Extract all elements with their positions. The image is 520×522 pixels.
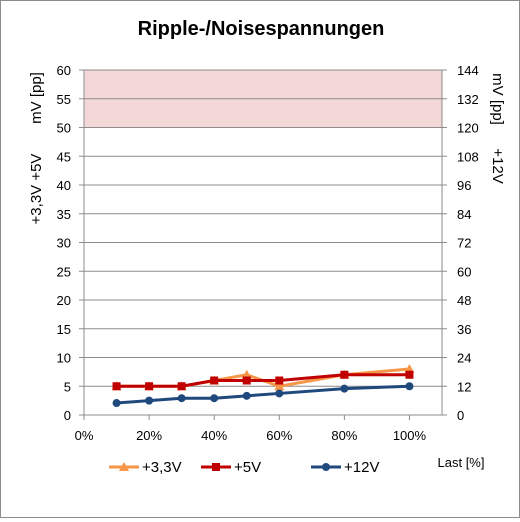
data-point-12v	[340, 384, 349, 393]
y-tick-label-right: 72	[457, 236, 471, 251]
x-tick-label: 0%	[75, 428, 94, 443]
data-point-5v	[242, 376, 251, 385]
y-tick-label-right: 96	[457, 178, 471, 193]
y-tick-label-right: 84	[457, 207, 471, 222]
y-tick-label-right: 132	[457, 92, 479, 107]
y-tick-label-right: 12	[457, 379, 471, 394]
data-point-5v	[210, 376, 219, 385]
y-tick-label-left: 20	[57, 293, 71, 308]
chart-title: Ripple-/Noisespannungen	[138, 18, 385, 40]
x-tick-label: 40%	[201, 428, 227, 443]
y-tick-label-left: 45	[57, 149, 71, 164]
gridlines	[84, 69, 442, 416]
legend-marker	[322, 463, 330, 471]
y-tick-label-right: 60	[457, 264, 471, 279]
data-point-12v	[242, 391, 251, 400]
y-tick-label-left: 30	[57, 236, 71, 251]
data-point-5v	[177, 382, 186, 391]
y-tick-label-left: 60	[57, 63, 71, 78]
legend-item-3-3v: +3,3V	[109, 459, 182, 476]
y-axis-right-label-line2: mV [pp]	[489, 73, 506, 125]
data-point-12v	[210, 394, 219, 403]
x-tick-label: 80%	[331, 428, 357, 443]
legend-item-5v: +5V	[201, 459, 261, 476]
series-5v	[112, 370, 414, 391]
legend-label: +5V	[234, 459, 261, 476]
x-tick-label: 20%	[136, 428, 162, 443]
series-line-5v	[116, 373, 410, 388]
data-point-5v	[112, 382, 121, 391]
data-point-12v	[275, 389, 284, 398]
data-point-12v	[405, 382, 414, 391]
y-tick-label-right: 48	[457, 293, 471, 308]
y-tick-label-left: 55	[57, 92, 71, 107]
data-point-5v	[145, 382, 154, 391]
legend-item-12v: +12V	[311, 459, 379, 476]
data-point-12v	[145, 396, 154, 405]
y-axis-left-label-line2: mV [pp]	[28, 72, 45, 124]
y-tick-label-left: 0	[64, 408, 71, 423]
tick-labels: 0 5 10 15 20 25 30 35 40 45 50 55 60 0 12 24 36 48 60 72 84 9…	[57, 63, 479, 443]
axes	[79, 69, 447, 420]
data-point-5v	[275, 376, 284, 385]
legend-marker	[119, 462, 129, 471]
x-axis-label: Last [%]	[438, 455, 485, 470]
data-point-5v	[405, 370, 414, 379]
y-tick-label-right: 120	[457, 121, 479, 136]
series-12v	[112, 382, 414, 408]
data-point-3-3v	[274, 381, 285, 391]
legend-label: +3,3V	[142, 459, 182, 476]
y-tick-label-left: 35	[57, 207, 71, 222]
x-tick-label: 60%	[266, 428, 292, 443]
y-tick-label-right: 36	[457, 322, 471, 337]
legend: +3,3V +5V +12V	[109, 459, 379, 476]
y-tick-label-right: 0	[457, 408, 464, 423]
y-tick-label-left: 40	[57, 178, 71, 193]
y-tick-label-left: 25	[57, 264, 71, 279]
y-tick-label-left: 50	[57, 121, 71, 136]
y-tick-label-right: 108	[457, 149, 479, 164]
series-line-12v	[116, 384, 410, 405]
legend-label: +12V	[344, 459, 379, 476]
y-tick-label-left: 15	[57, 322, 71, 337]
data-point-12v	[177, 394, 186, 403]
series-line-3-3v	[116, 367, 410, 388]
y-tick-label-right: 24	[457, 351, 471, 366]
y-axis-right-label-line1: +12V	[489, 148, 506, 183]
x-tick-label: 100%	[393, 428, 427, 443]
data-point-5v	[340, 370, 349, 379]
y-tick-label-left: 5	[64, 379, 71, 394]
legend-marker	[212, 463, 220, 471]
series-layer	[111, 364, 415, 408]
data-point-12v	[112, 399, 121, 408]
y-axis-left-label-line1: +3,3V +5V	[28, 154, 45, 225]
y-tick-label-right: 144	[457, 63, 479, 78]
y-tick-label-left: 10	[57, 351, 71, 366]
